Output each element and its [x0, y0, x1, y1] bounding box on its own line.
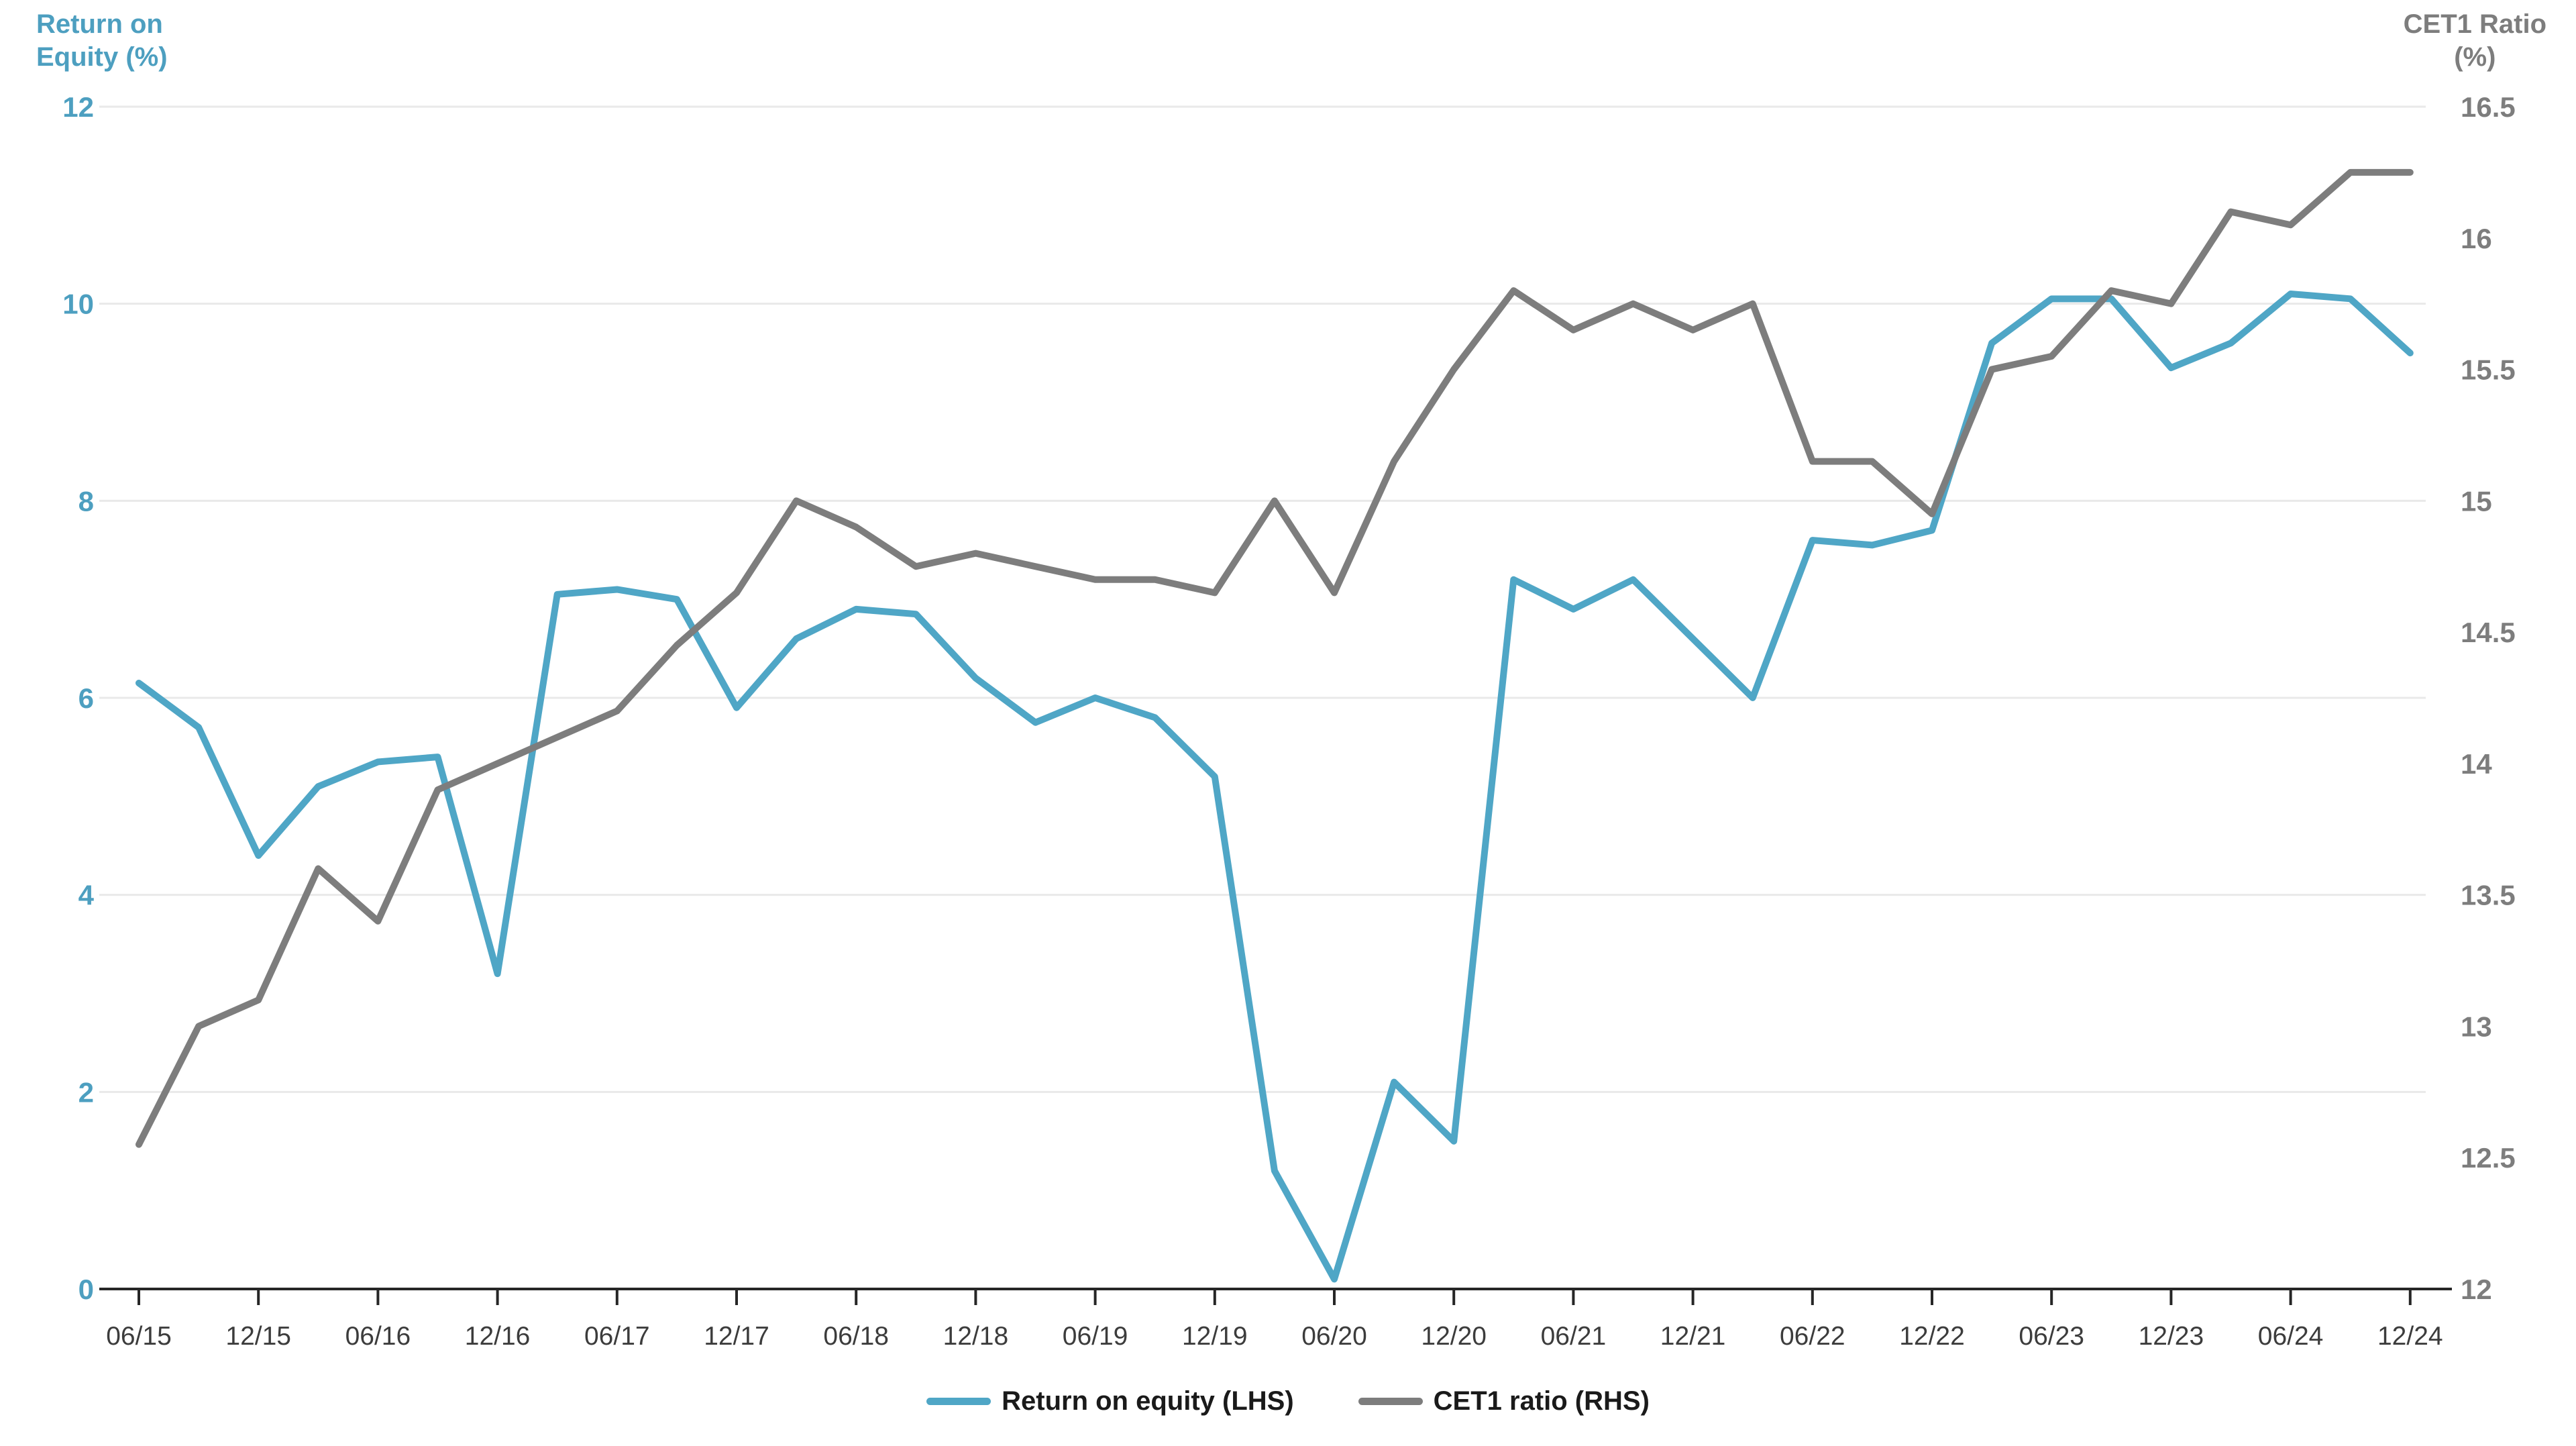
roe-line-series [136, 290, 2414, 1283]
x-tick-label: 12/15 [225, 1322, 291, 1351]
x-tick-label: 06/21 [1541, 1322, 1607, 1351]
x-tick-label: 06/19 [1063, 1322, 1128, 1351]
right-axis-title-line2: (%) [2454, 42, 2496, 72]
x-tick-label: 12/21 [1660, 1322, 1726, 1351]
legend-label-cet1: CET1 ratio (RHS) [1433, 1386, 1650, 1416]
left-axis-tick-label: 8 [78, 485, 94, 517]
right-axis-tick-label: 13.5 [2461, 880, 2516, 911]
right-axis-tick-label: 14.5 [2461, 617, 2516, 648]
x-tick-label: 12/16 [465, 1322, 531, 1351]
x-tick-label: 06/23 [2019, 1322, 2084, 1351]
left-axis-tick-label: 6 [78, 682, 94, 714]
legend-item-cet1: CET1 ratio (RHS) [1358, 1386, 1650, 1416]
legend: Return on equity (LHS) CET1 ratio (RHS) [0, 1386, 2576, 1416]
right-axis-title: CET1 Ratio (%) [2404, 8, 2546, 74]
right-axis-title-line1: CET1 Ratio [2403, 9, 2546, 39]
cet1-line-series [136, 168, 2414, 1148]
right-axis-tick-label: 15.5 [2461, 354, 2516, 386]
left-axis-tick-label: 10 [62, 289, 94, 320]
left-axis-tick-label: 0 [78, 1274, 94, 1305]
x-tick-label: 12/22 [1899, 1322, 1965, 1351]
left-axis-title: Return on Equity (%) [36, 8, 168, 74]
roe-line-swatch [926, 1398, 991, 1405]
legend-label-roe: Return on equity (LHS) [1002, 1386, 1294, 1416]
x-tick-label: 06/16 [345, 1322, 411, 1351]
legend-item-roe: Return on equity (LHS) [926, 1386, 1294, 1416]
right-axis-tick-label: 12.5 [2461, 1142, 2516, 1174]
right-axis-tick-label: 15 [2461, 485, 2492, 517]
left-axis-tick-label: 12 [62, 91, 94, 123]
x-tick-label: 12/23 [2139, 1322, 2204, 1351]
x-tick-label: 06/24 [2258, 1322, 2324, 1351]
left-axis-title-line2: Equity (%) [36, 42, 168, 72]
x-tick-label: 12/19 [1182, 1322, 1248, 1351]
x-tick-label: 06/17 [584, 1322, 650, 1351]
left-axis-tick-label: 4 [78, 880, 95, 911]
right-axis-tick-label: 13 [2461, 1011, 2492, 1042]
x-tick-label: 06/22 [1780, 1322, 1845, 1351]
left-axis-tick-label: 2 [78, 1076, 94, 1108]
right-axis-tick-label: 12 [2461, 1274, 2492, 1305]
right-axis-tick-label: 14 [2461, 748, 2492, 780]
x-tick-label: 12/20 [1421, 1322, 1487, 1351]
x-tick-label: 06/20 [1301, 1322, 1367, 1351]
x-tick-label: 12/24 [2377, 1322, 2443, 1351]
right-axis-tick-label: 16 [2461, 223, 2492, 254]
x-tick-label: 12/17 [704, 1322, 769, 1351]
right-axis-tick-label: 16.5 [2461, 91, 2516, 123]
x-tick-label: 06/15 [106, 1322, 172, 1351]
x-tick-label: 12/18 [943, 1322, 1009, 1351]
cet1-line-swatch [1358, 1398, 1423, 1405]
left-axis-title-line1: Return on [36, 9, 163, 39]
x-tick-label: 06/18 [823, 1322, 889, 1351]
